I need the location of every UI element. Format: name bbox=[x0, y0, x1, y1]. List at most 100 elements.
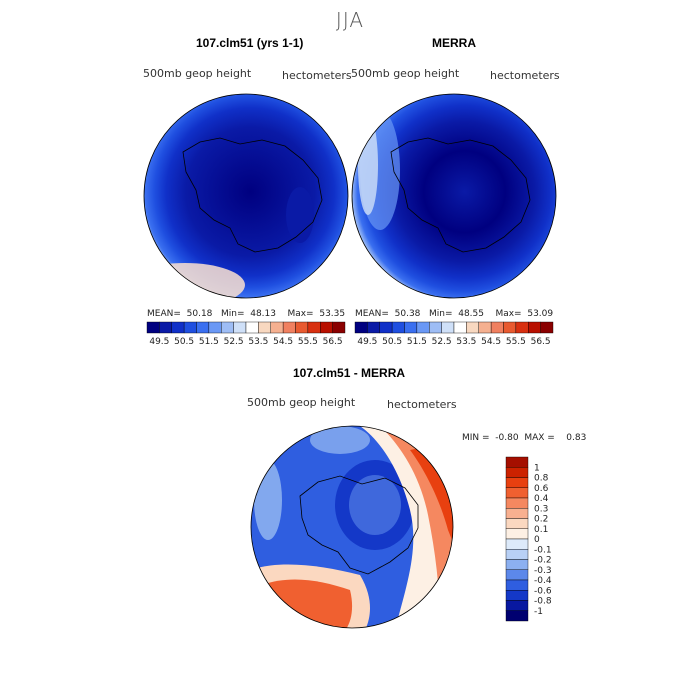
colorbar-tick-label: 52.5 bbox=[224, 337, 244, 347]
colorbar-swatch bbox=[528, 321, 541, 334]
colorbar-swatch bbox=[282, 321, 296, 334]
colorbar-tick-label: 0.4 bbox=[534, 494, 549, 504]
colorbar-tick-label: -0.1 bbox=[534, 545, 552, 555]
variable-label-merra: 500mb geop height bbox=[351, 67, 460, 80]
units-label-diff: hectometers bbox=[387, 398, 457, 411]
colorbar-tick-label: 51.5 bbox=[407, 337, 427, 347]
colorbar-tick-label: 54.5 bbox=[481, 337, 501, 347]
antarctica-outline-diff bbox=[299, 475, 419, 575]
colorbar-swatch bbox=[478, 321, 492, 334]
colorbar-swatch bbox=[441, 321, 455, 334]
colorbar-tick-label: 1 bbox=[534, 463, 540, 473]
colorbar-tick-label: -0.4 bbox=[534, 576, 552, 586]
colorbar-swatch bbox=[208, 321, 222, 334]
colorbar-swatch bbox=[453, 321, 467, 334]
colorbar-swatch bbox=[196, 321, 210, 334]
colorbar-swatch bbox=[505, 549, 529, 560]
colorbar-swatch bbox=[505, 497, 529, 509]
colorbar-tick-label: 56.5 bbox=[323, 337, 343, 347]
colorbar-swatch bbox=[221, 321, 234, 334]
colorbar-swatch bbox=[146, 321, 160, 334]
colorbar-tick-label: -0.6 bbox=[534, 586, 552, 596]
colorbar-swatch bbox=[171, 321, 185, 334]
colorbar-tick-label: 53.5 bbox=[248, 337, 268, 347]
colorbar-swatch bbox=[429, 321, 442, 334]
colorbar-tick-label: 53.5 bbox=[456, 337, 476, 347]
colorbar-swatch bbox=[466, 321, 479, 334]
colorbar-swatch bbox=[332, 321, 346, 334]
colorbar-tick-label: 0.1 bbox=[534, 525, 548, 535]
units-label-merra: hectometers bbox=[490, 69, 560, 82]
colorbar-swatch bbox=[307, 321, 321, 334]
colorbar-tick-label: 56.5 bbox=[531, 337, 551, 347]
variable-label-diff: 500mb geop height bbox=[247, 396, 356, 409]
panel-title-merra: MERRA bbox=[432, 36, 476, 50]
colorbar-swatch bbox=[404, 321, 418, 334]
map-merra bbox=[351, 93, 557, 299]
colorbar-tick-label: 0.3 bbox=[534, 504, 548, 514]
colorbar-swatch bbox=[505, 600, 529, 611]
colorbar-swatch bbox=[505, 579, 529, 591]
colorbar-tick-label: -0.2 bbox=[534, 556, 552, 566]
colorbar-tick-label: 0.2 bbox=[534, 515, 548, 525]
colorbar-swatch bbox=[505, 508, 529, 519]
colorbar-swatch bbox=[505, 518, 529, 529]
colorbar-swatch bbox=[379, 321, 393, 334]
colorbar-swatch bbox=[490, 321, 504, 334]
stats-model: MEAN= 50.18 Min= 48.13 Max= 53.35 bbox=[147, 309, 346, 319]
colorbar-swatch bbox=[258, 321, 271, 334]
colorbar-swatch bbox=[416, 321, 430, 334]
colorbar-swatch bbox=[295, 321, 309, 334]
variable-label-model: 500mb geop height bbox=[143, 67, 252, 80]
colorbar-swatch bbox=[540, 321, 554, 334]
colorbar-swatch bbox=[505, 610, 529, 622]
colorbar-diff: 10.80.60.40.30.20.10-0.1-0.2-0.3-0.4-0.6… bbox=[505, 456, 552, 622]
antarctica-outline-merra bbox=[390, 137, 531, 253]
map-model bbox=[143, 93, 349, 299]
colorbar-tick-label: 54.5 bbox=[273, 337, 293, 347]
colorbar-tick-label: 55.5 bbox=[298, 337, 318, 347]
panel-title-model: 107.clm51 (yrs 1-1) bbox=[196, 36, 304, 50]
colorbar-model: 49.5 50.5 51.5 52.5 53.5 54.5 55.5 56.5 bbox=[146, 321, 346, 347]
colorbar-swatch bbox=[505, 487, 529, 499]
colorbar-swatch bbox=[270, 321, 284, 334]
season-title: JJA bbox=[335, 8, 365, 32]
colorbar-swatch bbox=[367, 321, 380, 334]
colorbar-tick-label: 50.5 bbox=[174, 337, 194, 347]
colorbar-tick-label: 0.8 bbox=[534, 474, 549, 484]
colorbar-swatch bbox=[505, 590, 529, 601]
colorbar-tick-label: -1 bbox=[534, 607, 543, 617]
colorbar-swatch bbox=[505, 456, 529, 468]
colorbar-tick-label: -0.3 bbox=[534, 566, 552, 576]
stats-merra: MEAN= 50.38 Min= 48.55 Max= 53.09 bbox=[355, 309, 554, 319]
colorbar-swatch bbox=[391, 321, 405, 334]
colorbar-swatch bbox=[245, 321, 259, 334]
colorbar-swatch bbox=[354, 321, 368, 334]
colorbar-swatch bbox=[159, 321, 172, 334]
colorbar-swatch bbox=[505, 528, 529, 540]
colorbar-swatch bbox=[505, 467, 529, 478]
colorbar-tick-label: 52.5 bbox=[432, 337, 452, 347]
units-label-model: hectometers bbox=[282, 69, 352, 82]
colorbar-tick-label: 55.5 bbox=[506, 337, 526, 347]
colorbar-tick-label: 49.5 bbox=[149, 337, 169, 347]
colorbar-swatch bbox=[505, 559, 529, 570]
colorbar-tick-label: -0.8 bbox=[534, 597, 552, 607]
colorbar-swatch bbox=[233, 321, 247, 334]
antarctica-outline-model bbox=[182, 137, 323, 253]
colorbar-swatch bbox=[505, 538, 529, 550]
colorbar-swatch bbox=[183, 321, 197, 334]
colorbar-swatch bbox=[320, 321, 333, 334]
colorbar-swatch bbox=[503, 321, 517, 334]
stats-diff: MIN = -0.80 MAX = 0.83 bbox=[462, 433, 587, 443]
colorbar-tick-label: 50.5 bbox=[382, 337, 402, 347]
colorbar-tick-label: 0 bbox=[534, 535, 540, 545]
colorbar-swatch bbox=[515, 321, 529, 334]
panel-title-diff: 107.clm51 - MERRA bbox=[293, 366, 406, 380]
colorbar-swatch bbox=[505, 569, 529, 581]
colorbar-merra: 49.5 50.5 51.5 52.5 53.5 54.5 55.5 56.5 bbox=[354, 321, 554, 347]
colorbar-tick-label: 51.5 bbox=[199, 337, 219, 347]
colorbar-swatch bbox=[505, 477, 529, 488]
colorbar-tick-label: 0.6 bbox=[534, 484, 549, 494]
